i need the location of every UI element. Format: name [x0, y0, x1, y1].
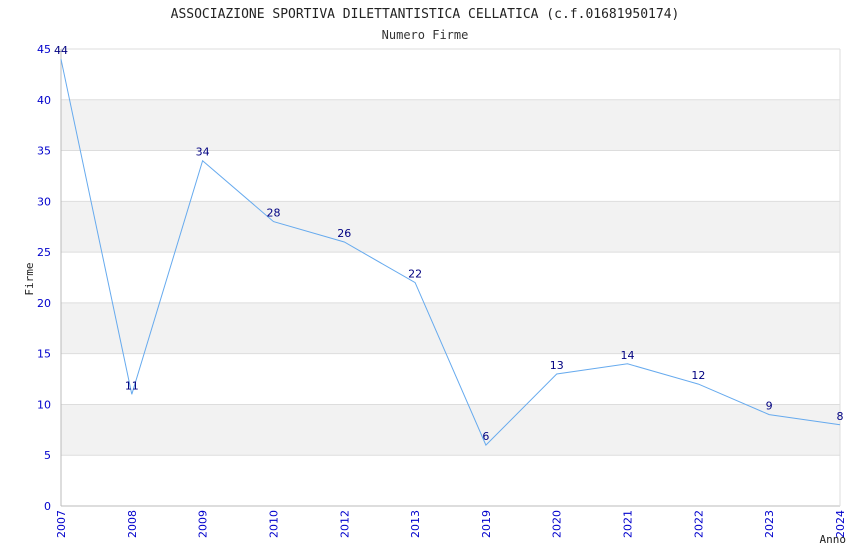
data-label-2024: 8: [837, 410, 844, 423]
y-tick-label-45: 45: [37, 43, 51, 56]
data-label-2019: 6: [482, 430, 489, 443]
band-5-10: [61, 404, 840, 456]
data-label-2023: 9: [766, 400, 773, 413]
data-label-2012: 26: [337, 227, 351, 240]
y-tick-label-10: 10: [37, 398, 51, 411]
y-tick-label-5: 5: [44, 449, 51, 462]
band-35-40: [61, 99, 840, 151]
chart-title: ASSOCIAZIONE SPORTIVA DILETTANTISTICA CE…: [171, 7, 680, 22]
data-label-2022: 12: [691, 369, 705, 382]
y-axis-title: Firme: [23, 262, 36, 295]
y-tick-label-40: 40: [37, 94, 51, 107]
x-tick-label-2007: 2007: [55, 510, 68, 538]
band-15-20: [61, 302, 840, 354]
y-tick-labels: 0 5 10 15 20 25 30 35 40 45: [37, 43, 51, 513]
x-tick-label-2009: 2009: [197, 510, 210, 538]
gridlines: [61, 48, 840, 456]
chart-subtitle: Numero Firme: [382, 28, 469, 42]
x-tick-label-2010: 2010: [267, 510, 280, 538]
y-tick-label-35: 35: [37, 145, 51, 158]
y-tick-label-20: 20: [37, 297, 51, 310]
background-bands: [61, 99, 840, 456]
y-tick-label-30: 30: [37, 195, 51, 208]
y-tick-label-15: 15: [37, 348, 51, 361]
data-label-2010: 28: [266, 207, 280, 220]
data-label-2013: 22: [408, 268, 422, 281]
data-label-2020: 13: [550, 359, 564, 372]
x-axis-title: Anno: [820, 533, 847, 546]
x-tick-label-2020: 2020: [551, 510, 564, 538]
y-tick-label-25: 25: [37, 246, 51, 259]
x-tick-label-2023: 2023: [763, 510, 776, 538]
x-tick-labels: 2007 2008 2009 2010 2012 2013 2019 2020 2021 2022…: [55, 510, 847, 538]
x-tick-label-2012: 2012: [338, 510, 351, 538]
x-tick-label-2013: 2013: [409, 510, 422, 538]
x-tick-label-2024: 2024: [834, 510, 847, 538]
band-25-30: [61, 201, 840, 253]
data-label-2007: 44: [54, 44, 68, 57]
x-tick-label-2021: 2021: [622, 510, 635, 538]
data-label-2008: 11: [125, 379, 139, 392]
data-labels: 44 11 34 28 26 22 6 13 14 12 9 8: [54, 44, 844, 443]
x-tick-label-2019: 2019: [480, 510, 493, 538]
series-line-firme: [60, 59, 841, 446]
data-label-2009: 34: [196, 146, 210, 159]
data-label-2021: 14: [621, 349, 635, 362]
y-tick-label-0: 0: [44, 500, 51, 513]
x-tick-label-2022: 2022: [692, 510, 705, 538]
x-tick-label-2008: 2008: [126, 510, 139, 538]
